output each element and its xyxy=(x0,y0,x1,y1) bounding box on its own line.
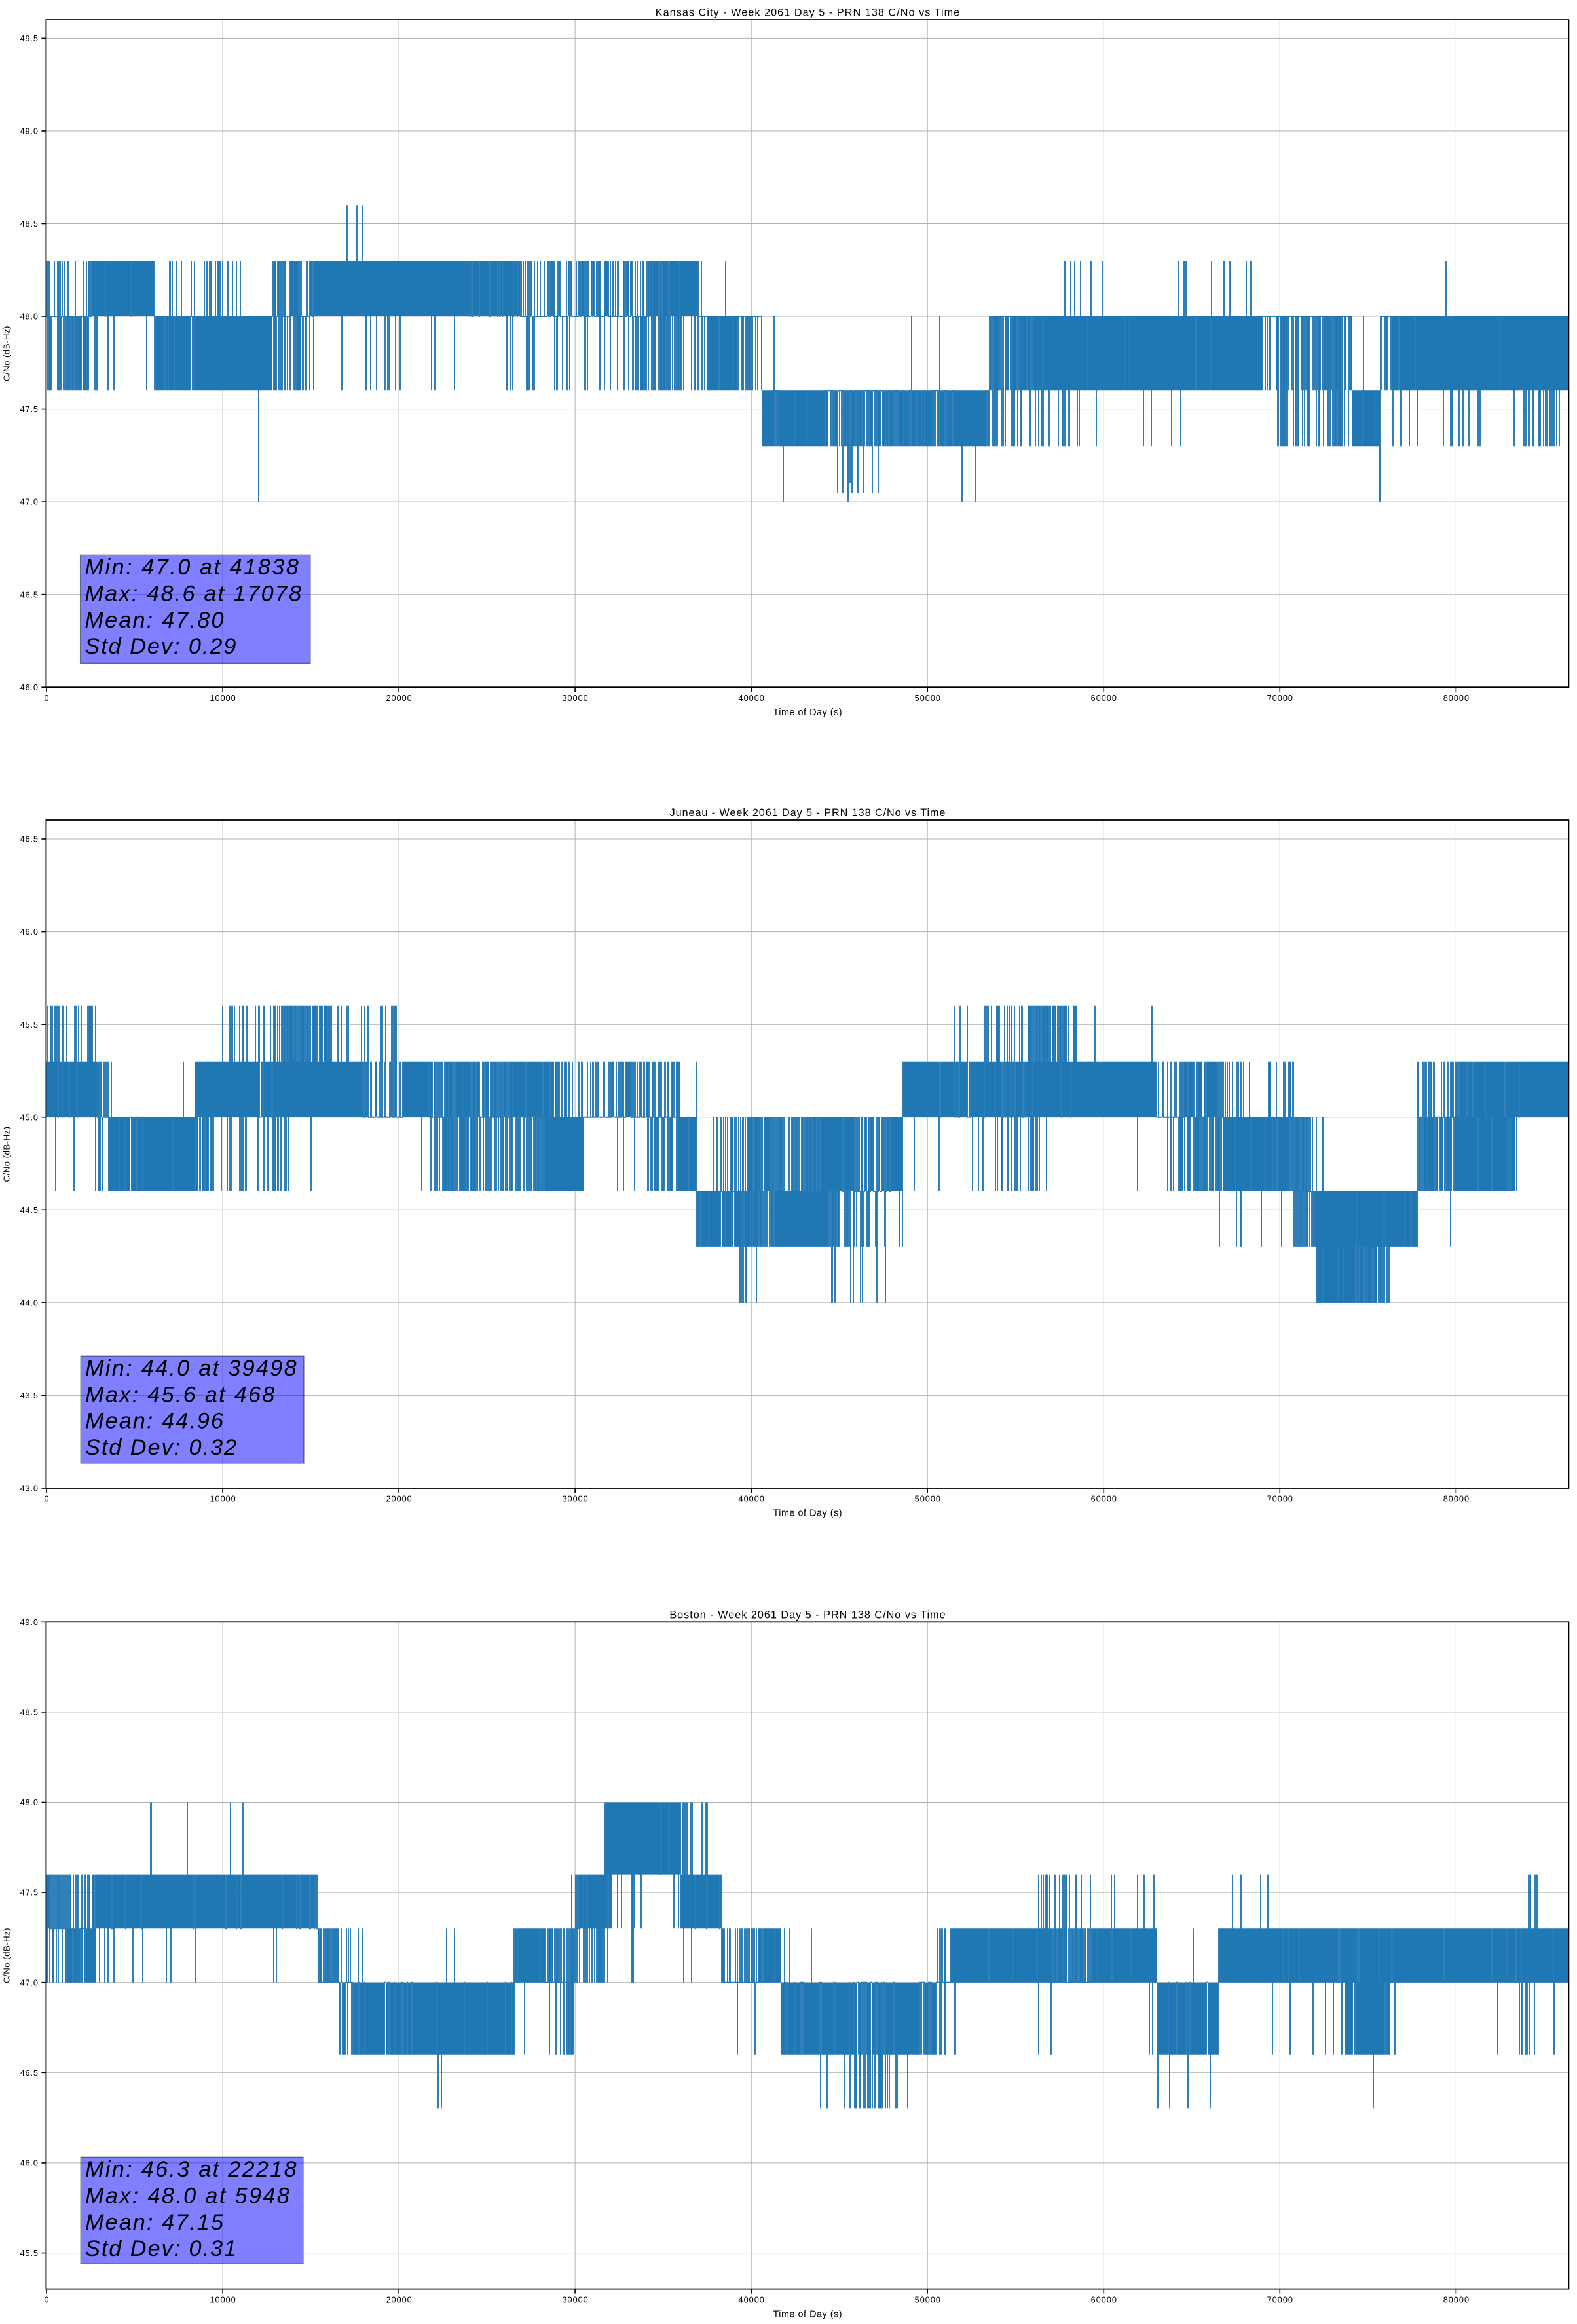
svg-text:45.5: 45.5 xyxy=(20,1021,39,1030)
svg-text:0: 0 xyxy=(44,694,49,703)
svg-text:60000: 60000 xyxy=(1091,1495,1117,1504)
svg-text:Std Dev: 0.31: Std Dev: 0.31 xyxy=(85,2236,238,2261)
svg-text:50000: 50000 xyxy=(915,694,941,703)
svg-text:46.0: 46.0 xyxy=(20,2159,39,2168)
svg-text:50000: 50000 xyxy=(915,2295,941,2304)
svg-text:Std Dev: 0.29: Std Dev: 0.29 xyxy=(84,634,237,659)
svg-text:43.0: 43.0 xyxy=(20,1484,39,1493)
svg-text:46.5: 46.5 xyxy=(20,835,39,844)
svg-text:45.0: 45.0 xyxy=(20,1113,39,1122)
svg-text:40000: 40000 xyxy=(739,1495,765,1504)
svg-text:Min: 46.3 at 22218: Min: 46.3 at 22218 xyxy=(85,2157,298,2182)
svg-text:10000: 10000 xyxy=(210,694,236,703)
svg-text:80000: 80000 xyxy=(1443,2295,1470,2304)
svg-text:Juneau - Week 2061 Day 5 - PRN: Juneau - Week 2061 Day 5 - PRN 138 C/No … xyxy=(670,807,946,819)
svg-text:47.0: 47.0 xyxy=(20,498,39,507)
svg-text:Max: 48.6 at 17078: Max: 48.6 at 17078 xyxy=(84,582,303,607)
svg-text:43.5: 43.5 xyxy=(20,1391,39,1400)
svg-text:49.0: 49.0 xyxy=(20,127,39,136)
svg-text:60000: 60000 xyxy=(1091,694,1117,703)
svg-text:Mean: 47.15: Mean: 47.15 xyxy=(85,2210,225,2235)
svg-text:49.0: 49.0 xyxy=(20,1618,39,1627)
svg-text:70000: 70000 xyxy=(1267,2295,1293,2304)
svg-text:30000: 30000 xyxy=(562,1495,588,1504)
svg-text:30000: 30000 xyxy=(562,694,588,703)
svg-text:80000: 80000 xyxy=(1443,694,1470,703)
svg-text:70000: 70000 xyxy=(1267,694,1293,703)
svg-text:C/No (dB-Hz): C/No (dB-Hz) xyxy=(2,326,12,381)
svg-text:Boston - Week 2061 Day 5 - PRN: Boston - Week 2061 Day 5 - PRN 138 C/No … xyxy=(669,1609,946,1621)
svg-text:0: 0 xyxy=(44,1495,49,1504)
svg-text:46.0: 46.0 xyxy=(20,683,39,692)
svg-text:47.5: 47.5 xyxy=(20,1888,39,1898)
svg-text:50000: 50000 xyxy=(915,1495,941,1504)
svg-text:Min: 44.0 at 39498: Min: 44.0 at 39498 xyxy=(85,1356,298,1381)
svg-text:80000: 80000 xyxy=(1443,1495,1470,1504)
svg-text:40000: 40000 xyxy=(739,2295,765,2304)
svg-text:20000: 20000 xyxy=(386,2295,412,2304)
svg-text:46.5: 46.5 xyxy=(20,590,39,599)
svg-text:Kansas City - Week 2061 Day 5: Kansas City - Week 2061 Day 5 - PRN 138 … xyxy=(656,7,960,18)
svg-text:47.5: 47.5 xyxy=(20,405,39,414)
svg-text:Std Dev: 0.32: Std Dev: 0.32 xyxy=(85,1435,238,1460)
svg-text:60000: 60000 xyxy=(1091,2295,1117,2304)
svg-text:44.5: 44.5 xyxy=(20,1206,39,1215)
svg-text:70000: 70000 xyxy=(1267,1495,1293,1504)
svg-text:10000: 10000 xyxy=(210,1495,236,1504)
svg-text:Max: 48.0 at 5948: Max: 48.0 at 5948 xyxy=(85,2184,291,2209)
svg-text:48.5: 48.5 xyxy=(20,1708,39,1717)
svg-text:40000: 40000 xyxy=(739,694,765,703)
svg-text:Time of Day (s): Time of Day (s) xyxy=(773,707,842,718)
svg-text:Time of Day (s): Time of Day (s) xyxy=(773,2309,842,2319)
svg-text:47.0: 47.0 xyxy=(20,1978,39,1987)
svg-text:Mean: 44.96: Mean: 44.96 xyxy=(85,1409,225,1434)
svg-text:Mean: 47.80: Mean: 47.80 xyxy=(84,608,225,633)
svg-text:Time of Day (s): Time of Day (s) xyxy=(773,1509,842,1519)
svg-text:20000: 20000 xyxy=(386,1495,412,1504)
svg-text:45.5: 45.5 xyxy=(20,2249,39,2258)
svg-text:48.0: 48.0 xyxy=(20,312,39,322)
svg-text:20000: 20000 xyxy=(386,694,412,703)
svg-text:49.5: 49.5 xyxy=(20,34,39,43)
svg-text:48.0: 48.0 xyxy=(20,1798,39,1807)
svg-text:C/No (dB-Hz): C/No (dB-Hz) xyxy=(2,1127,12,1182)
svg-text:30000: 30000 xyxy=(562,2295,588,2304)
svg-text:C/No (dB-Hz): C/No (dB-Hz) xyxy=(2,1928,12,1983)
svg-text:48.5: 48.5 xyxy=(20,219,39,229)
svg-text:44.0: 44.0 xyxy=(20,1299,39,1308)
svg-text:Min: 47.0 at 41838: Min: 47.0 at 41838 xyxy=(84,555,300,580)
svg-text:0: 0 xyxy=(44,2295,49,2304)
svg-text:Max: 45.6 at 468: Max: 45.6 at 468 xyxy=(85,1382,276,1407)
svg-text:46.0: 46.0 xyxy=(20,928,39,937)
svg-text:46.5: 46.5 xyxy=(20,2069,39,2078)
svg-text:10000: 10000 xyxy=(210,2295,236,2304)
